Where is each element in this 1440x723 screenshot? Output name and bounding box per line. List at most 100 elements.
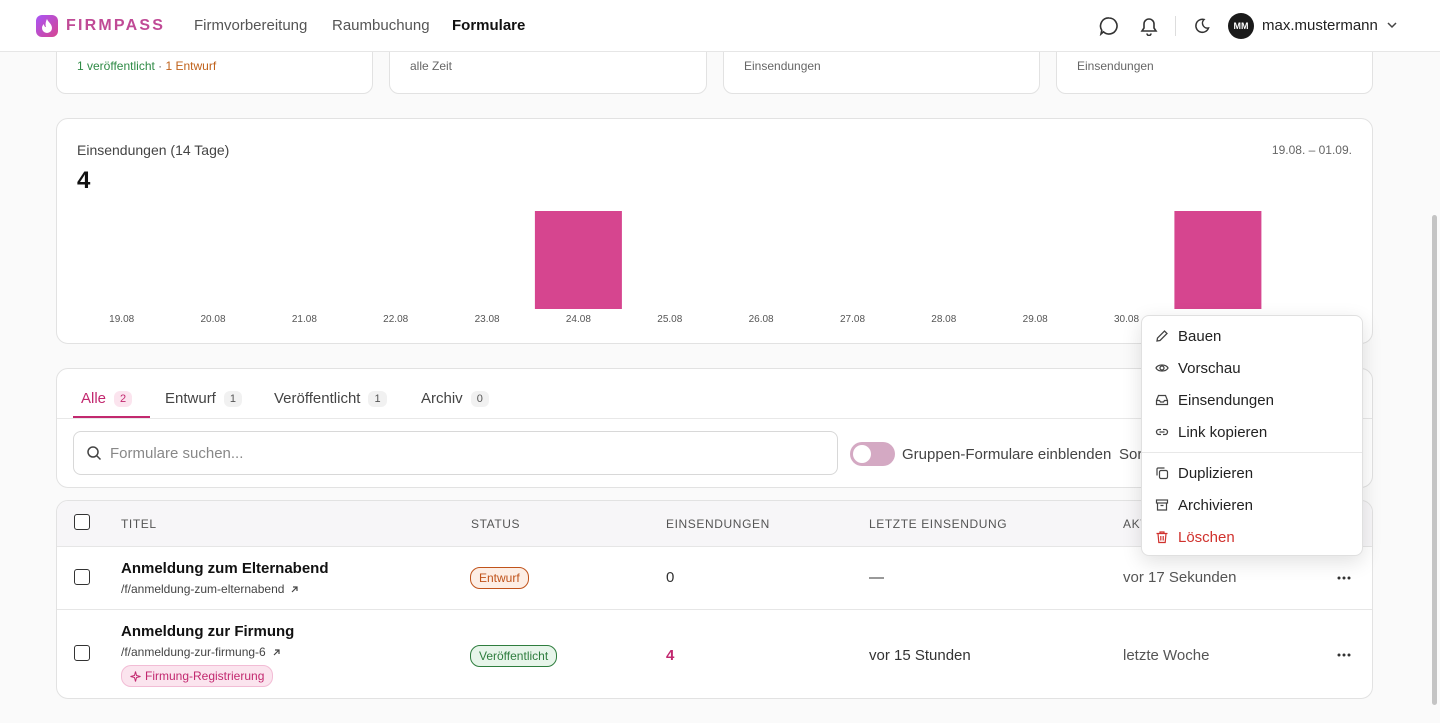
nav-link-raumbuchung[interactable]: Raumbuchung (332, 17, 430, 34)
form-slug-link[interactable]: /f/anmeldung-zur-firmung-6 (121, 645, 281, 659)
table-row[interactable]: Anmeldung zum Elternabend /f/anmeldung-z… (57, 547, 1372, 610)
last-submission: — (869, 569, 884, 586)
group-tag[interactable]: Firmung-Registrierung (121, 665, 274, 687)
group-tag-label: Firmung-Registrierung (145, 669, 265, 683)
tab-label: Veröffentlicht (274, 390, 361, 407)
menu-item-link-kopieren[interactable]: Link kopieren (1142, 417, 1362, 447)
column-header[interactable]: STATUS (471, 517, 521, 531)
brand-name: FIRMPASS (66, 17, 166, 34)
status-badge: Veröffentlicht (470, 645, 558, 667)
group-forms-toggle[interactable] (850, 442, 895, 466)
tab-entwurf[interactable]: Entwurf 1 (165, 390, 242, 407)
tab-veroeffentlicht[interactable]: Veröffentlicht 1 (274, 390, 387, 407)
menu-item-label: Link kopieren (1178, 423, 1268, 441)
form-title[interactable]: Anmeldung zum Elternabend (121, 560, 329, 577)
stat-separator: · (154, 59, 166, 73)
stat-subtitle: alle Zeit (410, 59, 453, 73)
chart-card: Einsendungen (14 Tage) 4 19.08. – 01.09.… (56, 118, 1373, 344)
pencil-icon (1155, 329, 1169, 343)
nav-link-formulare[interactable]: Formulare (452, 17, 526, 34)
tabs-divider (57, 418, 1372, 419)
updated-at: vor 17 Sekunden (1123, 569, 1237, 586)
stat-published: 1 veröffentlicht (77, 59, 155, 73)
row-checkbox[interactable] (74, 645, 90, 661)
form-slug: /f/anmeldung-zur-firmung-6 (121, 645, 266, 659)
page-scrollbar[interactable] (1432, 215, 1437, 705)
chart-range: 19.08. – 01.09. (1271, 143, 1352, 157)
menu-item-bauen[interactable]: Bauen (1142, 321, 1362, 351)
more-actions-button[interactable] (1332, 645, 1356, 665)
stat-draft: 1 Entwurf (165, 59, 217, 73)
copy-icon (1155, 466, 1169, 480)
chart-title: Einsendungen (14 Tage) (77, 142, 230, 158)
chart-x-tick-label: 30.08 (1114, 314, 1139, 325)
select-all-checkbox[interactable] (74, 514, 90, 530)
chart-x-tick-label: 28.08 (931, 314, 956, 325)
updated-at: letzte Woche (1123, 647, 1210, 664)
table-row[interactable]: Anmeldung zur Firmung /f/anmeldung-zur-f… (57, 610, 1372, 698)
tab-label: Entwurf (165, 390, 216, 407)
archive-icon (1155, 498, 1169, 512)
search-input[interactable] (110, 432, 810, 474)
status-badge: Entwurf (470, 567, 529, 589)
trash-icon (1155, 530, 1169, 544)
menu-item-duplizieren[interactable]: Duplizieren (1142, 458, 1362, 488)
sort-button[interactable]: Sortieren (1119, 446, 1141, 463)
menu-item-loeschen[interactable]: Löschen (1142, 522, 1362, 552)
stat-subtitle: Einsendungen (1077, 59, 1154, 73)
menu-item-vorschau[interactable]: Vorschau (1142, 353, 1362, 383)
column-header[interactable]: EINSENDUNGEN (666, 517, 770, 531)
bell-icon[interactable] (1137, 14, 1161, 38)
chevron-down-icon[interactable] (1385, 18, 1399, 37)
search-box (73, 431, 838, 475)
form-slug-link[interactable]: /f/anmeldung-zum-elternabend (121, 582, 299, 596)
last-submission: vor 15 Stunden (869, 647, 971, 664)
more-horizontal-icon (1337, 576, 1351, 580)
chart-bar-31.08[interactable] (1174, 211, 1262, 309)
chart-total: 4 (77, 167, 91, 194)
menu-item-label: Einsendungen (1178, 391, 1274, 409)
menu-item-label: Löschen (1178, 528, 1235, 546)
menu-divider (1142, 452, 1362, 453)
row-checkbox[interactable] (74, 569, 90, 585)
chart-x-tick-label: 27.08 (840, 314, 865, 325)
menu-item-label: Duplizieren (1178, 464, 1254, 482)
tab-count: 1 (223, 390, 242, 407)
more-actions-button[interactable] (1332, 568, 1356, 588)
moon-icon[interactable] (1190, 14, 1214, 38)
menu-item-label: Vorschau (1178, 359, 1241, 377)
username[interactable]: max.mustermann (1262, 17, 1378, 34)
tab-label: Archiv (421, 390, 463, 407)
chart-x-tick-label: 20.08 (200, 314, 225, 325)
tab-count: 2 (114, 390, 133, 407)
column-header[interactable]: LETZTE EINSENDUNG (869, 517, 1008, 531)
stat-subtitle: Einsendungen (744, 59, 821, 73)
tab-count: 1 (368, 390, 387, 407)
menu-item-einsendungen[interactable]: Einsendungen (1142, 385, 1362, 415)
more-horizontal-icon (1337, 653, 1351, 657)
tab-count: 0 (470, 390, 489, 407)
brand-logo[interactable]: FIRMPASS (36, 15, 165, 37)
chart-bar-24.08[interactable] (534, 211, 622, 309)
tab-alle[interactable]: Alle 2 (81, 390, 133, 407)
chat-icon[interactable] (1097, 14, 1121, 38)
eye-icon (1155, 361, 1169, 375)
submission-count: 0 (666, 569, 675, 586)
nav-link-firmvorbereitung[interactable]: Firmvorbereitung (194, 17, 308, 34)
column-header[interactable]: TITEL (121, 517, 157, 531)
submission-count[interactable]: 4 (666, 647, 675, 664)
flame-icon (36, 15, 58, 37)
menu-item-archivieren[interactable]: Archivieren (1142, 490, 1362, 520)
tab-label: Alle (81, 390, 107, 407)
search-icon (86, 445, 102, 466)
chart-x-tick-label: 24.08 (566, 314, 591, 325)
avatar[interactable]: MM (1228, 13, 1254, 39)
tab-archiv[interactable]: Archiv 0 (421, 390, 489, 407)
link-icon (1155, 425, 1169, 439)
form-title[interactable]: Anmeldung zur Firmung (121, 623, 295, 640)
chart-x-tick-label: 19.08 (109, 314, 134, 325)
submissions-chart: 19.08 20.08 21.08 22.08 23.08 24.08 25.08 26.08… (109, 211, 1322, 325)
chart-x-tick-label: 21.08 (292, 314, 317, 325)
active-tab-indicator (73, 416, 150, 418)
chart-x-tick-label: 26.08 (749, 314, 774, 325)
